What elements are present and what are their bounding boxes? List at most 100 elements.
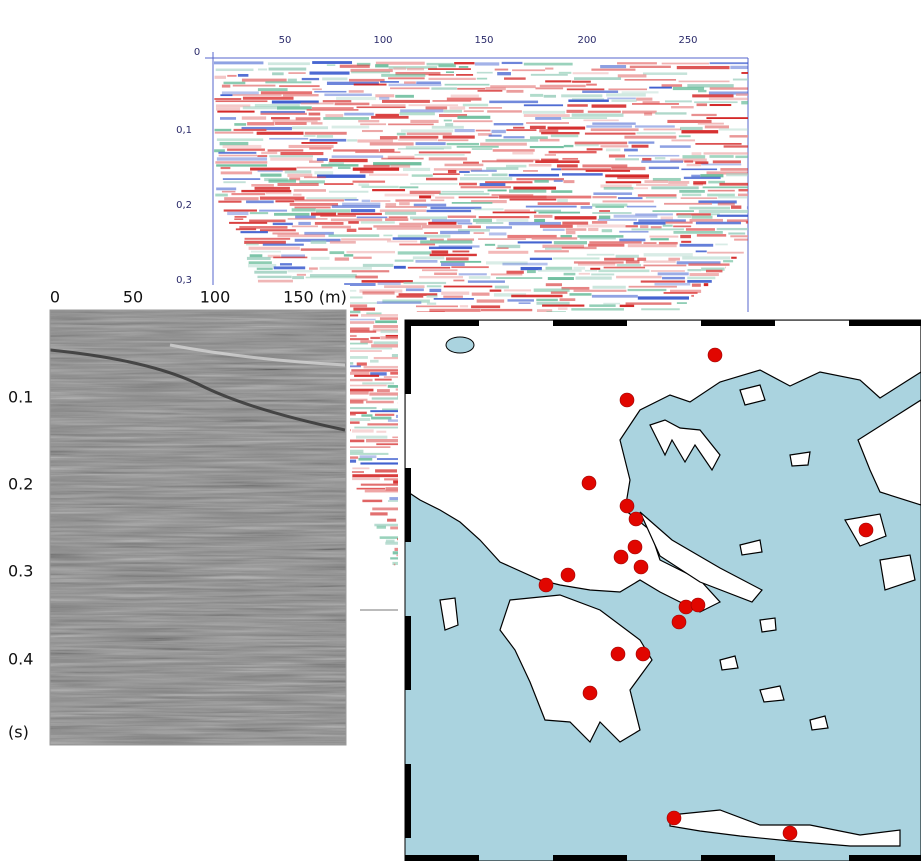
trace bbox=[358, 120, 379, 122]
trace bbox=[414, 154, 464, 156]
trace bbox=[444, 120, 452, 122]
trace bbox=[360, 455, 377, 458]
trace bbox=[330, 251, 345, 254]
trace bbox=[376, 431, 386, 433]
trace bbox=[355, 151, 400, 153]
trace bbox=[694, 101, 737, 103]
trace bbox=[747, 206, 748, 209]
trace bbox=[691, 295, 694, 297]
trace bbox=[572, 113, 624, 116]
trace bbox=[478, 238, 526, 240]
trace bbox=[488, 189, 507, 191]
trace bbox=[312, 107, 354, 109]
trace bbox=[309, 267, 318, 269]
trace bbox=[304, 176, 326, 178]
trace bbox=[223, 145, 262, 148]
trace bbox=[422, 225, 462, 228]
trace bbox=[592, 122, 635, 124]
trace bbox=[387, 519, 396, 522]
trace bbox=[535, 117, 561, 120]
trace bbox=[428, 222, 456, 225]
trace bbox=[354, 84, 387, 86]
trace bbox=[215, 161, 267, 163]
trace bbox=[524, 63, 573, 66]
trace bbox=[573, 72, 609, 74]
station bbox=[539, 578, 553, 592]
trace bbox=[538, 270, 582, 272]
border-tick bbox=[701, 855, 775, 861]
trace bbox=[557, 164, 578, 167]
trace bbox=[512, 152, 533, 155]
trace bbox=[434, 273, 457, 275]
trace bbox=[434, 298, 474, 300]
trace bbox=[357, 362, 367, 365]
trace bbox=[396, 296, 423, 298]
trace bbox=[644, 253, 693, 256]
trace bbox=[720, 168, 748, 171]
trace bbox=[541, 132, 579, 134]
station bbox=[629, 512, 643, 526]
trace bbox=[475, 62, 499, 65]
trace bbox=[438, 64, 455, 67]
trace bbox=[662, 84, 682, 87]
trace bbox=[485, 139, 538, 142]
trace bbox=[219, 155, 257, 157]
trace bbox=[668, 181, 689, 184]
trace bbox=[509, 174, 559, 177]
trace bbox=[348, 372, 369, 375]
trace bbox=[636, 98, 652, 101]
x-tick-label: 0 bbox=[194, 47, 200, 58]
trace bbox=[652, 210, 693, 212]
trace bbox=[377, 389, 390, 392]
trace bbox=[430, 207, 481, 209]
trace bbox=[673, 231, 722, 234]
trace bbox=[324, 183, 353, 185]
trace bbox=[578, 263, 615, 266]
trace bbox=[644, 180, 668, 183]
trace bbox=[518, 241, 552, 243]
trace bbox=[582, 91, 618, 93]
trace bbox=[679, 81, 730, 83]
trace bbox=[377, 526, 386, 529]
trace bbox=[360, 123, 386, 125]
trace bbox=[261, 152, 277, 154]
trace bbox=[642, 158, 651, 161]
trace bbox=[352, 429, 374, 432]
station bbox=[628, 540, 642, 554]
trace bbox=[485, 181, 532, 183]
trace bbox=[649, 167, 679, 169]
trace bbox=[311, 257, 329, 260]
trace bbox=[490, 290, 502, 292]
trace bbox=[453, 120, 492, 122]
trace bbox=[274, 213, 309, 216]
station bbox=[611, 647, 625, 661]
trace bbox=[564, 273, 576, 276]
trace bbox=[477, 78, 487, 80]
trace bbox=[238, 74, 248, 77]
trace bbox=[735, 156, 748, 159]
trace bbox=[491, 130, 505, 133]
trace bbox=[251, 251, 281, 253]
trace bbox=[688, 263, 729, 265]
trace bbox=[410, 191, 441, 194]
trace bbox=[599, 216, 610, 219]
trace bbox=[710, 62, 748, 64]
trace bbox=[335, 257, 349, 260]
trace bbox=[320, 215, 356, 217]
trace bbox=[554, 180, 563, 182]
trace bbox=[460, 305, 468, 307]
border-tick bbox=[849, 855, 921, 861]
trace bbox=[380, 209, 426, 212]
trace bbox=[389, 84, 442, 86]
trace bbox=[523, 170, 538, 172]
trace bbox=[491, 273, 522, 275]
map-body bbox=[405, 320, 921, 861]
trace bbox=[398, 251, 431, 254]
trace bbox=[288, 79, 297, 82]
trace bbox=[385, 203, 396, 206]
trace bbox=[273, 120, 318, 123]
trace bbox=[534, 215, 552, 218]
trace bbox=[459, 183, 477, 186]
trace bbox=[591, 69, 635, 71]
trace bbox=[606, 181, 641, 183]
